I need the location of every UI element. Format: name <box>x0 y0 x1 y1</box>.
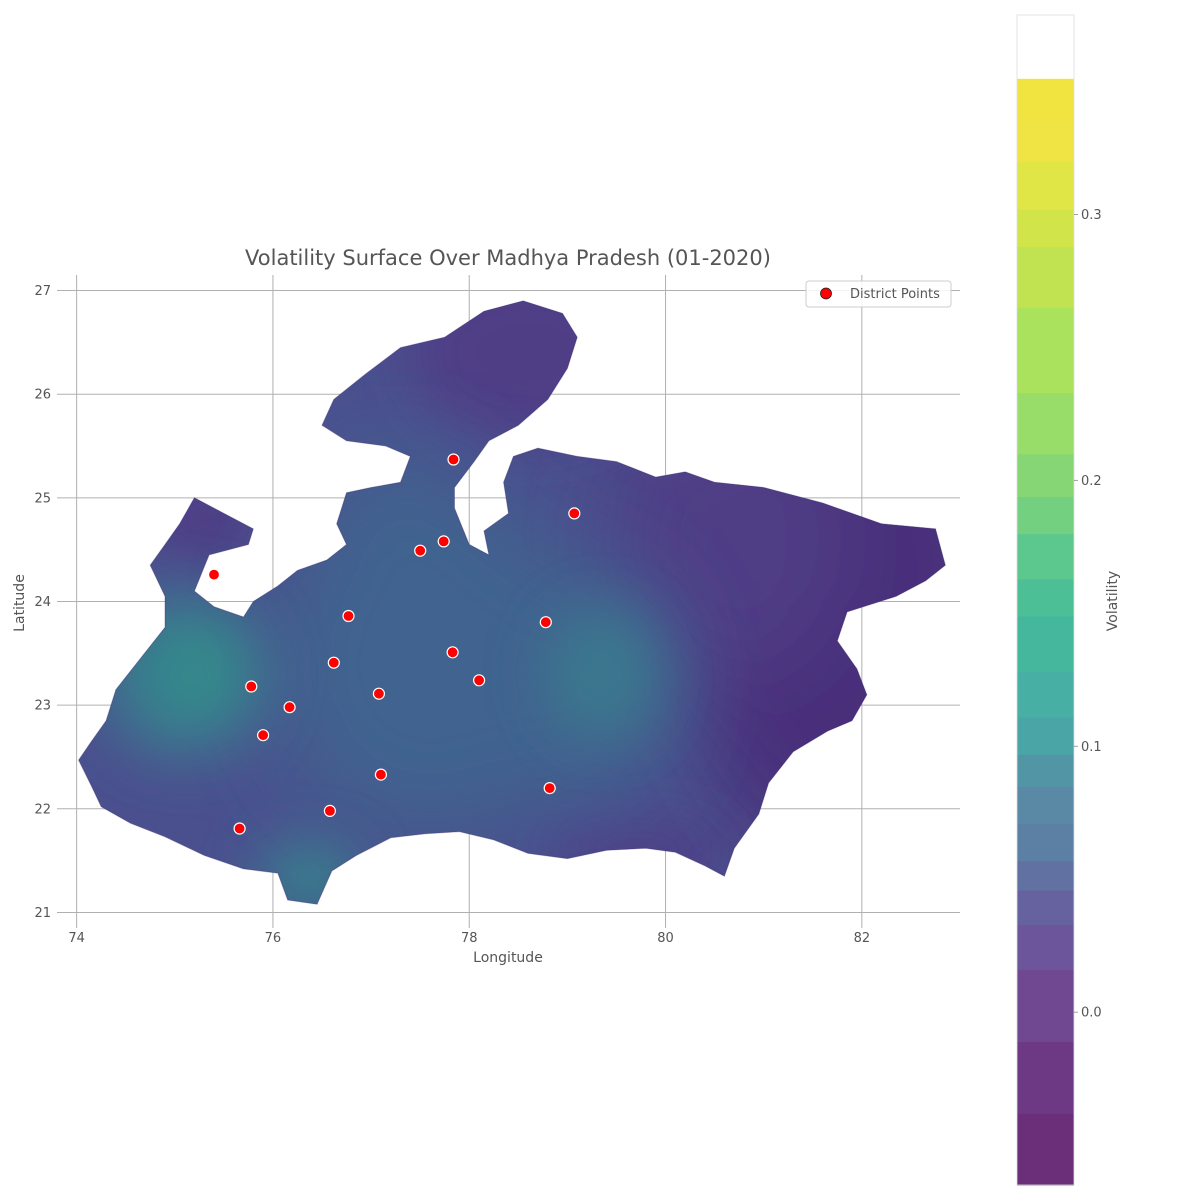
colorbar-level <box>1017 889 1074 925</box>
district-point <box>473 674 486 687</box>
colorbar <box>1016 14 1075 1186</box>
district-point <box>446 646 459 659</box>
y-tick-label: 24 <box>34 595 51 610</box>
chart-title: Volatility Surface Over Madhya Pradesh (… <box>245 246 771 270</box>
colorbar-level <box>1017 969 1074 1042</box>
colorbar-level <box>1017 924 1074 971</box>
district-point <box>414 544 427 557</box>
district-point <box>374 768 387 781</box>
district-point <box>327 656 340 669</box>
colorbar-level <box>1017 1113 1074 1186</box>
y-tick-label: 27 <box>34 284 51 299</box>
district-point <box>207 568 221 581</box>
colorbar-level <box>1017 78 1074 122</box>
district-point <box>543 781 556 795</box>
colorbar-level <box>1017 1041 1074 1114</box>
state-boundary <box>78 300 946 905</box>
legend-marker <box>820 287 832 300</box>
colorbar-ticks: 0.0 0.1 0.2 0.3 <box>1074 208 1102 1021</box>
y-axis-label: Latitude <box>12 574 28 632</box>
x-tick-label: 82 <box>854 931 871 946</box>
colorbar-level <box>1017 392 1074 455</box>
district-point <box>323 804 336 818</box>
colorbar-level <box>1017 860 1074 891</box>
x-tick-label: 78 <box>461 931 478 946</box>
colorbar-level <box>1017 209 1074 247</box>
colorbar-label: Volatility <box>1105 571 1121 631</box>
district-point <box>437 535 450 548</box>
legend-box <box>805 280 952 308</box>
x-tick-label: 76 <box>265 931 282 946</box>
colorbar-level <box>1017 754 1074 787</box>
colorbar-tick-label: 0.0 <box>1081 1006 1102 1021</box>
legend: District Points <box>805 280 952 308</box>
x-tick-label: 74 <box>68 931 85 946</box>
colorbar-tick-label: 0.3 <box>1081 208 1102 223</box>
colorbar-level <box>1017 578 1074 617</box>
district-point <box>342 609 355 623</box>
colorbar-level <box>1017 246 1074 309</box>
x-axis-ticks: 74 76 78 80 82 <box>68 931 870 946</box>
y-tick-label: 25 <box>34 491 51 506</box>
x-axis-label: Longitude <box>473 950 543 966</box>
colorbar-level <box>1017 496 1074 535</box>
district-point <box>257 729 270 742</box>
district-point <box>568 507 581 520</box>
colorbar-tick-label: 0.2 <box>1081 474 1102 489</box>
colorbar-level <box>1017 121 1074 162</box>
colorbar-tick-label: 0.1 <box>1081 740 1102 755</box>
colorbar-level <box>1017 823 1074 862</box>
district-point <box>447 453 460 466</box>
y-tick-label: 21 <box>34 906 51 921</box>
y-tick-label: 23 <box>34 699 51 714</box>
district-point <box>539 616 552 629</box>
colorbar-level <box>1017 717 1074 755</box>
colorbar-level <box>1017 671 1074 718</box>
district-point <box>372 687 385 700</box>
x-tick-label: 80 <box>657 931 674 946</box>
colorbar-level <box>1017 307 1074 394</box>
y-tick-label: 22 <box>34 802 51 817</box>
district-point <box>283 701 296 714</box>
district-point <box>233 822 246 835</box>
colorbar-frame <box>1016 14 1075 1186</box>
colorbar-level <box>1017 161 1074 210</box>
colorbar-level <box>1017 533 1074 580</box>
y-axis-ticks: 21 22 23 24 25 26 27 <box>34 284 51 921</box>
colorbar-level <box>1017 786 1074 824</box>
district-points <box>207 453 581 835</box>
y-tick-label: 26 <box>34 388 51 403</box>
colorbar-level <box>1017 616 1074 673</box>
legend-label: District Points <box>850 287 940 302</box>
district-point <box>245 680 258 693</box>
colorbar-level <box>1017 453 1074 497</box>
